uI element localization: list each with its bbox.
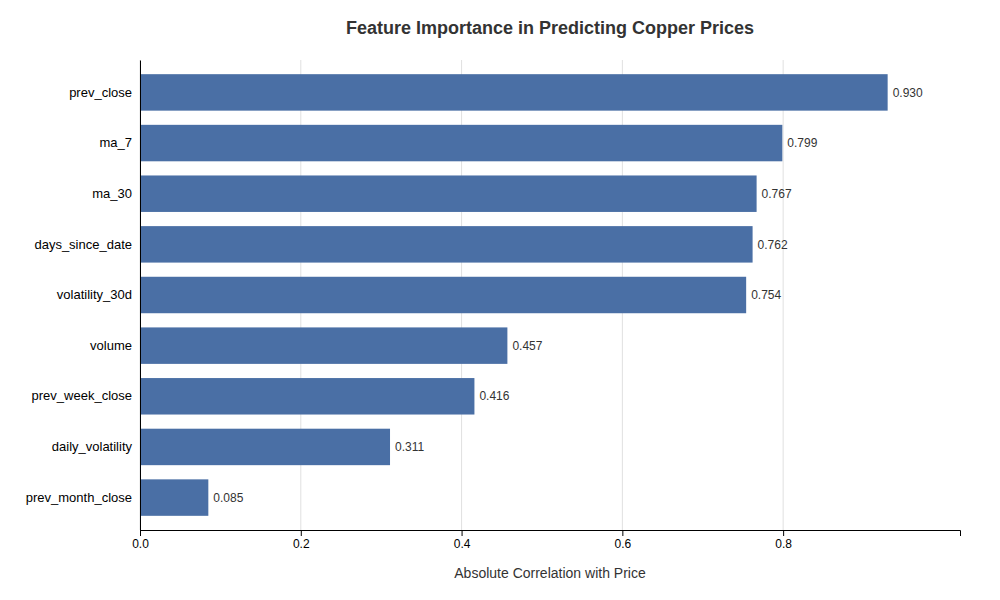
y-tick-label: prev_close	[69, 85, 132, 100]
bar	[140, 175, 757, 211]
x-tick: 0.8	[775, 530, 792, 551]
data-label: 0.457	[512, 339, 542, 353]
x-axis-title: Absolute Correlation with Price	[454, 565, 646, 581]
x-tick-mark	[462, 530, 463, 536]
y-tick-label: days_since_date	[34, 237, 132, 252]
title: Feature Importance in Predicting Copper …	[346, 18, 754, 38]
grid-line	[140, 60, 141, 530]
x-tick-mark	[301, 530, 302, 536]
plot: 0.085 0.311 0.416 0.457 0.754 0.762 0.767 0.799…	[26, 60, 961, 551]
bar	[140, 277, 746, 313]
y-tick-label: daily_volatility	[52, 439, 133, 454]
bar	[140, 125, 782, 161]
chart: 0.085 0.311 0.416 0.457 0.754 0.762 0.767 0.799…	[0, 0, 1000, 600]
data-label: 0.930	[893, 86, 923, 100]
y-tick-label: volatility_30d	[57, 287, 132, 302]
data-label: 0.799	[787, 136, 817, 150]
y-tick: prev_close	[69, 85, 132, 100]
y-axis: prev_month_close daily_volatility prev_wee…	[26, 61, 141, 531]
y-tick: days_since_date	[34, 237, 132, 252]
y-tick-label: prev_month_close	[26, 490, 132, 505]
bar	[140, 226, 753, 262]
data-label: 0.767	[762, 187, 792, 201]
x-axis: 0.0 0.2 0.4 0.6 0.8	[132, 530, 960, 551]
y-tick: ma_30	[92, 186, 132, 201]
x-tick: 0.4	[454, 530, 471, 551]
y-tick: volume	[90, 338, 132, 353]
x-tick-label: 0.0	[132, 537, 149, 551]
bar	[140, 378, 474, 414]
y-tick: prev_month_close	[26, 490, 132, 505]
y-tick: prev_week_close	[32, 388, 132, 403]
bar	[140, 327, 507, 363]
x-tick-mark	[140, 530, 141, 536]
data-labels: 0.085 0.311 0.416 0.457 0.754 0.762 0.767 0.799…	[213, 86, 923, 505]
data-label: 0.416	[479, 389, 509, 403]
x-tick-label: 0.2	[293, 537, 310, 551]
x-tick: 0.6	[615, 530, 632, 551]
y-tick-label: ma_7	[99, 135, 132, 150]
data-label: 0.311	[395, 440, 424, 454]
grid-line	[783, 60, 784, 530]
y-tick: volatility_30d	[57, 287, 132, 302]
bars	[140, 74, 888, 516]
y-tick-label: volume	[90, 338, 132, 353]
x-tick-label: 0.4	[454, 537, 471, 551]
y-tick-label: ma_30	[92, 186, 132, 201]
x-tick-mark	[622, 530, 623, 536]
x-tick-mark	[783, 530, 784, 536]
x-tick-label: 0.6	[615, 537, 632, 551]
data-label: 0.754	[751, 288, 781, 302]
x-tick: 0.0	[132, 530, 149, 551]
bar	[140, 429, 390, 465]
bar	[140, 479, 208, 515]
x-axis-line	[141, 531, 961, 537]
y-axis-line	[140, 61, 141, 531]
x-tick-label: 0.8	[775, 537, 792, 551]
grid	[140, 60, 783, 530]
data-label: 0.762	[758, 238, 788, 252]
y-tick: ma_7	[99, 135, 132, 150]
y-tick-label: prev_week_close	[32, 388, 132, 403]
y-tick: daily_volatility	[52, 439, 133, 454]
x-tick: 0.2	[293, 530, 310, 551]
bar	[140, 74, 888, 110]
data-label: 0.085	[213, 491, 243, 505]
